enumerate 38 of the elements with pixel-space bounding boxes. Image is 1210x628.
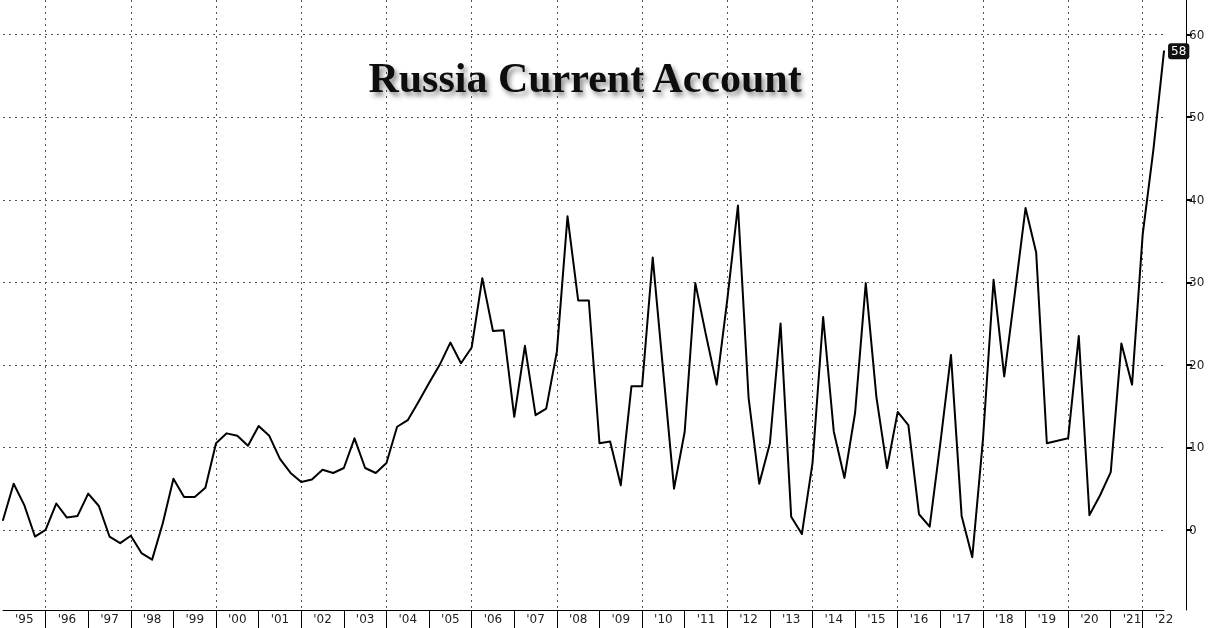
y-tick-label: 0 xyxy=(1189,522,1197,537)
x-tick-label: '08 xyxy=(568,612,588,626)
text: Russia Current Account xyxy=(368,55,802,101)
y-tick-label: 30 xyxy=(1189,275,1205,290)
x-tick-label: '95 xyxy=(15,612,34,626)
x-tick-label: '21 xyxy=(1122,612,1142,626)
x-tick-label: '12 xyxy=(739,612,758,626)
x-tick-label: '13 xyxy=(781,612,801,626)
x-tick-label: '20 xyxy=(1080,612,1099,626)
x-tick-label: '17 xyxy=(952,612,971,626)
x-tick-label: '00 xyxy=(228,612,247,626)
y-tick-label: 20 xyxy=(1189,357,1205,372)
data-label: 58 xyxy=(1171,44,1187,59)
x-tick-label: '19 xyxy=(1037,612,1057,626)
x-tick-label: '09 xyxy=(611,612,631,626)
x-tick-label: '01 xyxy=(270,612,290,626)
x-tick-label: '04 xyxy=(398,612,418,626)
x-tick-label: '99 xyxy=(185,612,205,626)
x-tick-label: '16 xyxy=(909,612,929,626)
y-tick-label: 60 xyxy=(1189,27,1205,42)
x-tick-label: '22 xyxy=(1154,612,1174,626)
x-tick-label: '11 xyxy=(696,612,716,626)
x-tick-label: '96 xyxy=(57,612,77,626)
line-series xyxy=(2,50,1165,561)
x-tick-label: '03 xyxy=(355,612,375,626)
x-tick-label: '10 xyxy=(654,612,673,626)
x-tick-label: '18 xyxy=(994,612,1014,626)
x-tick-label: '06 xyxy=(483,612,503,626)
y-tick-label: 50 xyxy=(1189,110,1205,125)
x-tick-label: '15 xyxy=(867,612,886,626)
x-tick-label: '97 xyxy=(100,612,119,626)
x-tick-label: '98 xyxy=(142,612,162,626)
x-tick-label: '05 xyxy=(441,612,460,626)
x-tick-label: '14 xyxy=(824,612,844,626)
x-tick-label: '07 xyxy=(526,612,545,626)
x-tick-label: '02 xyxy=(313,612,332,626)
y-tick-label: 40 xyxy=(1189,192,1205,207)
y-tick-label: 10 xyxy=(1189,440,1205,455)
